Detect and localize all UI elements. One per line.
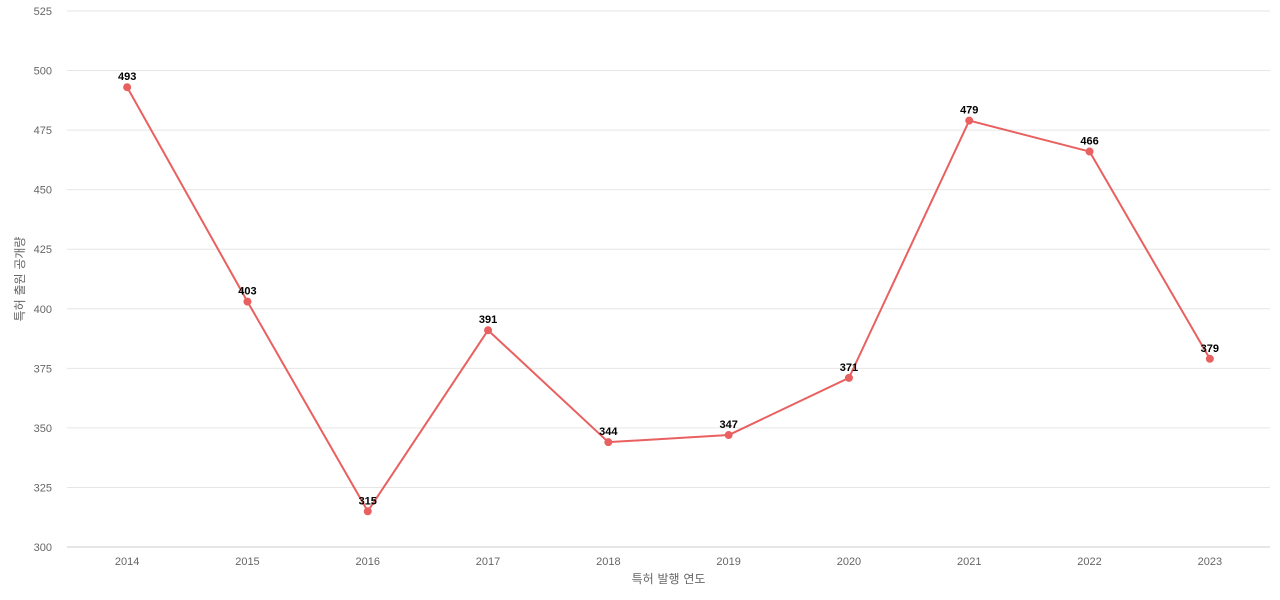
data-point[interactable] [724, 431, 733, 440]
y-tick-label: 325 [34, 482, 52, 494]
y-axis-ticks: 300 325 350 375 400 425 450 475 500 525 [34, 6, 52, 554]
y-tick-label: 425 [34, 244, 52, 256]
x-axis-ticks: 2014 2015 2016 2017 2018 2019 2020 2021 2022 2023 [115, 556, 1222, 568]
data-label: 379 [1201, 343, 1219, 355]
x-tick-label: 2019 [716, 556, 740, 568]
data-point[interactable] [123, 83, 132, 92]
grid-lines [67, 10, 1270, 548]
data-label: 344 [599, 426, 618, 438]
x-tick-label: 2015 [235, 556, 259, 568]
y-tick-label: 375 [34, 363, 52, 375]
data-point[interactable] [363, 507, 372, 516]
x-tick-label: 2017 [476, 556, 500, 568]
x-axis-title: 특허 발행 연도 [632, 571, 706, 586]
data-label: 403 [238, 286, 256, 298]
data-label: 479 [960, 105, 978, 117]
y-tick-label: 450 [34, 185, 52, 197]
x-tick-label: 2020 [837, 556, 861, 568]
data-labels: 493 403 315 391 344 347 371 479 466 379 [118, 71, 1219, 507]
x-tick-label: 2021 [957, 556, 981, 568]
y-tick-label: 475 [34, 125, 52, 137]
x-tick-label: 2023 [1198, 556, 1222, 568]
data-label: 371 [840, 362, 858, 374]
x-tick-label: 2018 [596, 556, 620, 568]
data-point[interactable] [604, 438, 613, 447]
data-point[interactable] [484, 326, 493, 335]
y-tick-label: 350 [34, 423, 52, 435]
data-label: 493 [118, 71, 136, 83]
data-point[interactable] [243, 297, 252, 306]
data-label: 391 [479, 314, 497, 326]
data-point[interactable] [965, 116, 974, 125]
series-line [126, 86, 1211, 513]
data-label: 315 [359, 495, 377, 507]
y-tick-label: 300 [34, 542, 52, 554]
data-point[interactable] [1085, 147, 1094, 156]
x-tick-label: 2014 [115, 556, 139, 568]
y-tick-label: 400 [34, 304, 52, 316]
series-layer [123, 83, 1214, 516]
data-point[interactable] [1205, 354, 1214, 363]
x-tick-label: 2022 [1077, 556, 1101, 568]
data-label: 466 [1080, 136, 1098, 148]
y-axis-title: 특허 출원 공개량 [13, 237, 27, 322]
y-tick-label: 500 [34, 66, 52, 78]
data-label: 347 [719, 419, 737, 431]
y-tick-label: 525 [34, 6, 52, 18]
data-point[interactable] [844, 373, 853, 382]
x-tick-label: 2016 [356, 556, 380, 568]
